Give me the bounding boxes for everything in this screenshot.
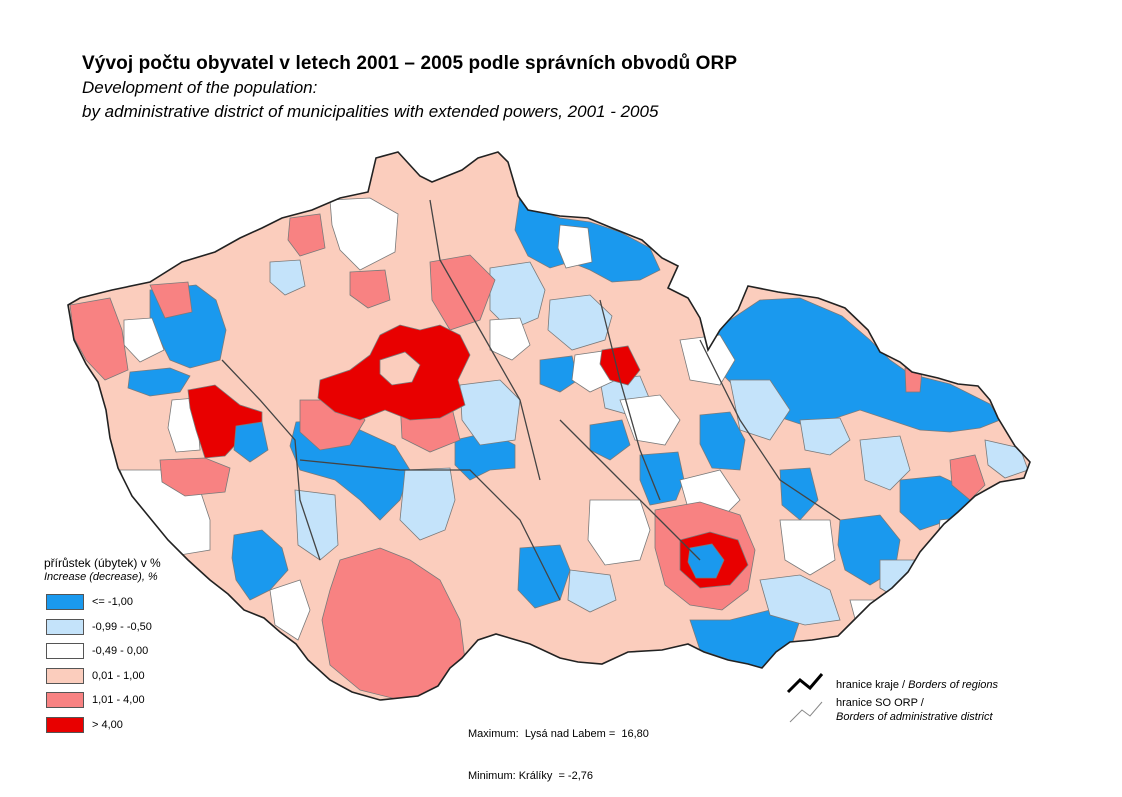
legend-item: -0,49 - 0,00	[44, 639, 244, 664]
district-area	[799, 417, 851, 456]
region-border-line	[699, 339, 841, 521]
district-area	[729, 379, 791, 441]
region-borders	[221, 199, 841, 601]
district-area	[639, 451, 685, 506]
region-border-line	[559, 419, 701, 561]
region-border-line	[299, 459, 561, 601]
district-area	[294, 489, 339, 561]
stats-maximum: Maximum: Lysá nad Labem = 16,80	[468, 728, 649, 740]
district-area	[557, 224, 593, 269]
district-area	[399, 467, 456, 541]
region-border-line	[221, 359, 321, 561]
district-area	[759, 574, 841, 626]
legend: přírůstek (úbytek) v % Increase (decreas…	[44, 556, 244, 737]
district-area	[429, 254, 496, 331]
map-title-cz: Vývoj počtu obyvatel v letech 2001 – 200…	[82, 53, 738, 74]
border-legend-district-text: hranice SO ORP / Borders of administrati…	[836, 696, 993, 724]
district-area	[69, 297, 129, 381]
legend-label: <= -1,00	[92, 596, 133, 609]
district-area	[489, 261, 546, 331]
district-area	[547, 294, 613, 351]
legend-rows: <= -1,00 -0,99 - -0,50 -0,49 - 0,00 0,01 - …	[44, 590, 244, 737]
district-area	[699, 411, 746, 471]
stats-minimum: Minimum: Králíky = -2,76	[468, 770, 594, 782]
legend-item: 1,01 - 4,00	[44, 688, 244, 713]
region-border-line	[429, 199, 541, 481]
legend-swatch	[46, 716, 84, 733]
region-border-en: Borders of regions	[908, 679, 999, 691]
district-area	[269, 259, 306, 296]
legend-title: přírůstek (úbytek) v %	[44, 556, 161, 570]
district-border-en: Borders of administrative district	[836, 711, 993, 723]
district-area	[949, 454, 986, 501]
district-area	[459, 379, 521, 446]
legend-item: -0,99 - -0,50	[44, 615, 244, 640]
district-area	[349, 269, 391, 309]
region-border-cz: hranice kraje /	[836, 679, 906, 691]
legend-label: 0,01 - 1,00	[92, 669, 145, 682]
legend-label: 1,01 - 4,00	[92, 694, 145, 707]
map-title-en-1: Development of the population:	[82, 78, 318, 97]
district-area	[567, 569, 617, 613]
district-area	[269, 579, 311, 641]
legend-item: <= -1,00	[44, 590, 244, 615]
legend-item: > 4,00	[44, 713, 244, 738]
district-area	[149, 281, 193, 319]
district-border-icon	[789, 701, 823, 723]
stats-box: Maximum: Lysá nad Labem = 16,80 Minimum:…	[468, 699, 649, 797]
district-area	[937, 515, 981, 553]
region-border-line	[599, 299, 661, 501]
map-title-en-2: by administrative district of municipali…	[82, 102, 659, 121]
district-area	[127, 367, 191, 397]
border-legend-region: hranice kraje / Borders of regions	[786, 672, 1066, 696]
region-border-icon	[786, 673, 824, 694]
district-area	[539, 355, 579, 393]
border-legend-district: hranice SO ORP / Borders of administrati…	[786, 696, 1066, 726]
district-area	[687, 543, 725, 579]
legend-label: -0,99 - -0,50	[92, 620, 152, 633]
district-area	[859, 435, 911, 491]
district-area	[849, 599, 881, 631]
legend-subtitle: Increase (decrease), %	[44, 571, 158, 583]
district-area	[879, 559, 926, 601]
district-area	[287, 213, 326, 257]
legend-label: -0,49 - 0,00	[92, 645, 149, 658]
district-area	[233, 421, 269, 463]
district-area	[589, 419, 631, 461]
legend-swatch	[46, 618, 84, 635]
district-border-cz: hranice SO ORP /	[836, 697, 924, 709]
district-area	[779, 467, 819, 521]
legend-swatch	[46, 643, 84, 660]
legend-swatch	[46, 594, 84, 611]
legend-item: 0,01 - 1,00	[44, 664, 244, 689]
legend-label: > 4,00	[92, 718, 123, 731]
legend-swatch	[46, 692, 84, 709]
district-area	[599, 345, 641, 386]
district-area	[329, 197, 399, 271]
district-area	[489, 317, 531, 361]
title-block: Vývoj počtu obyvatel v letech 2001 – 200…	[82, 52, 737, 124]
legend-swatch	[46, 667, 84, 684]
district-area	[779, 519, 836, 576]
district-area	[379, 351, 421, 386]
border-legend-region-text: hranice kraje / Borders of regions	[836, 678, 998, 692]
border-legend: hranice kraje / Borders of regions hrani…	[786, 672, 1066, 726]
